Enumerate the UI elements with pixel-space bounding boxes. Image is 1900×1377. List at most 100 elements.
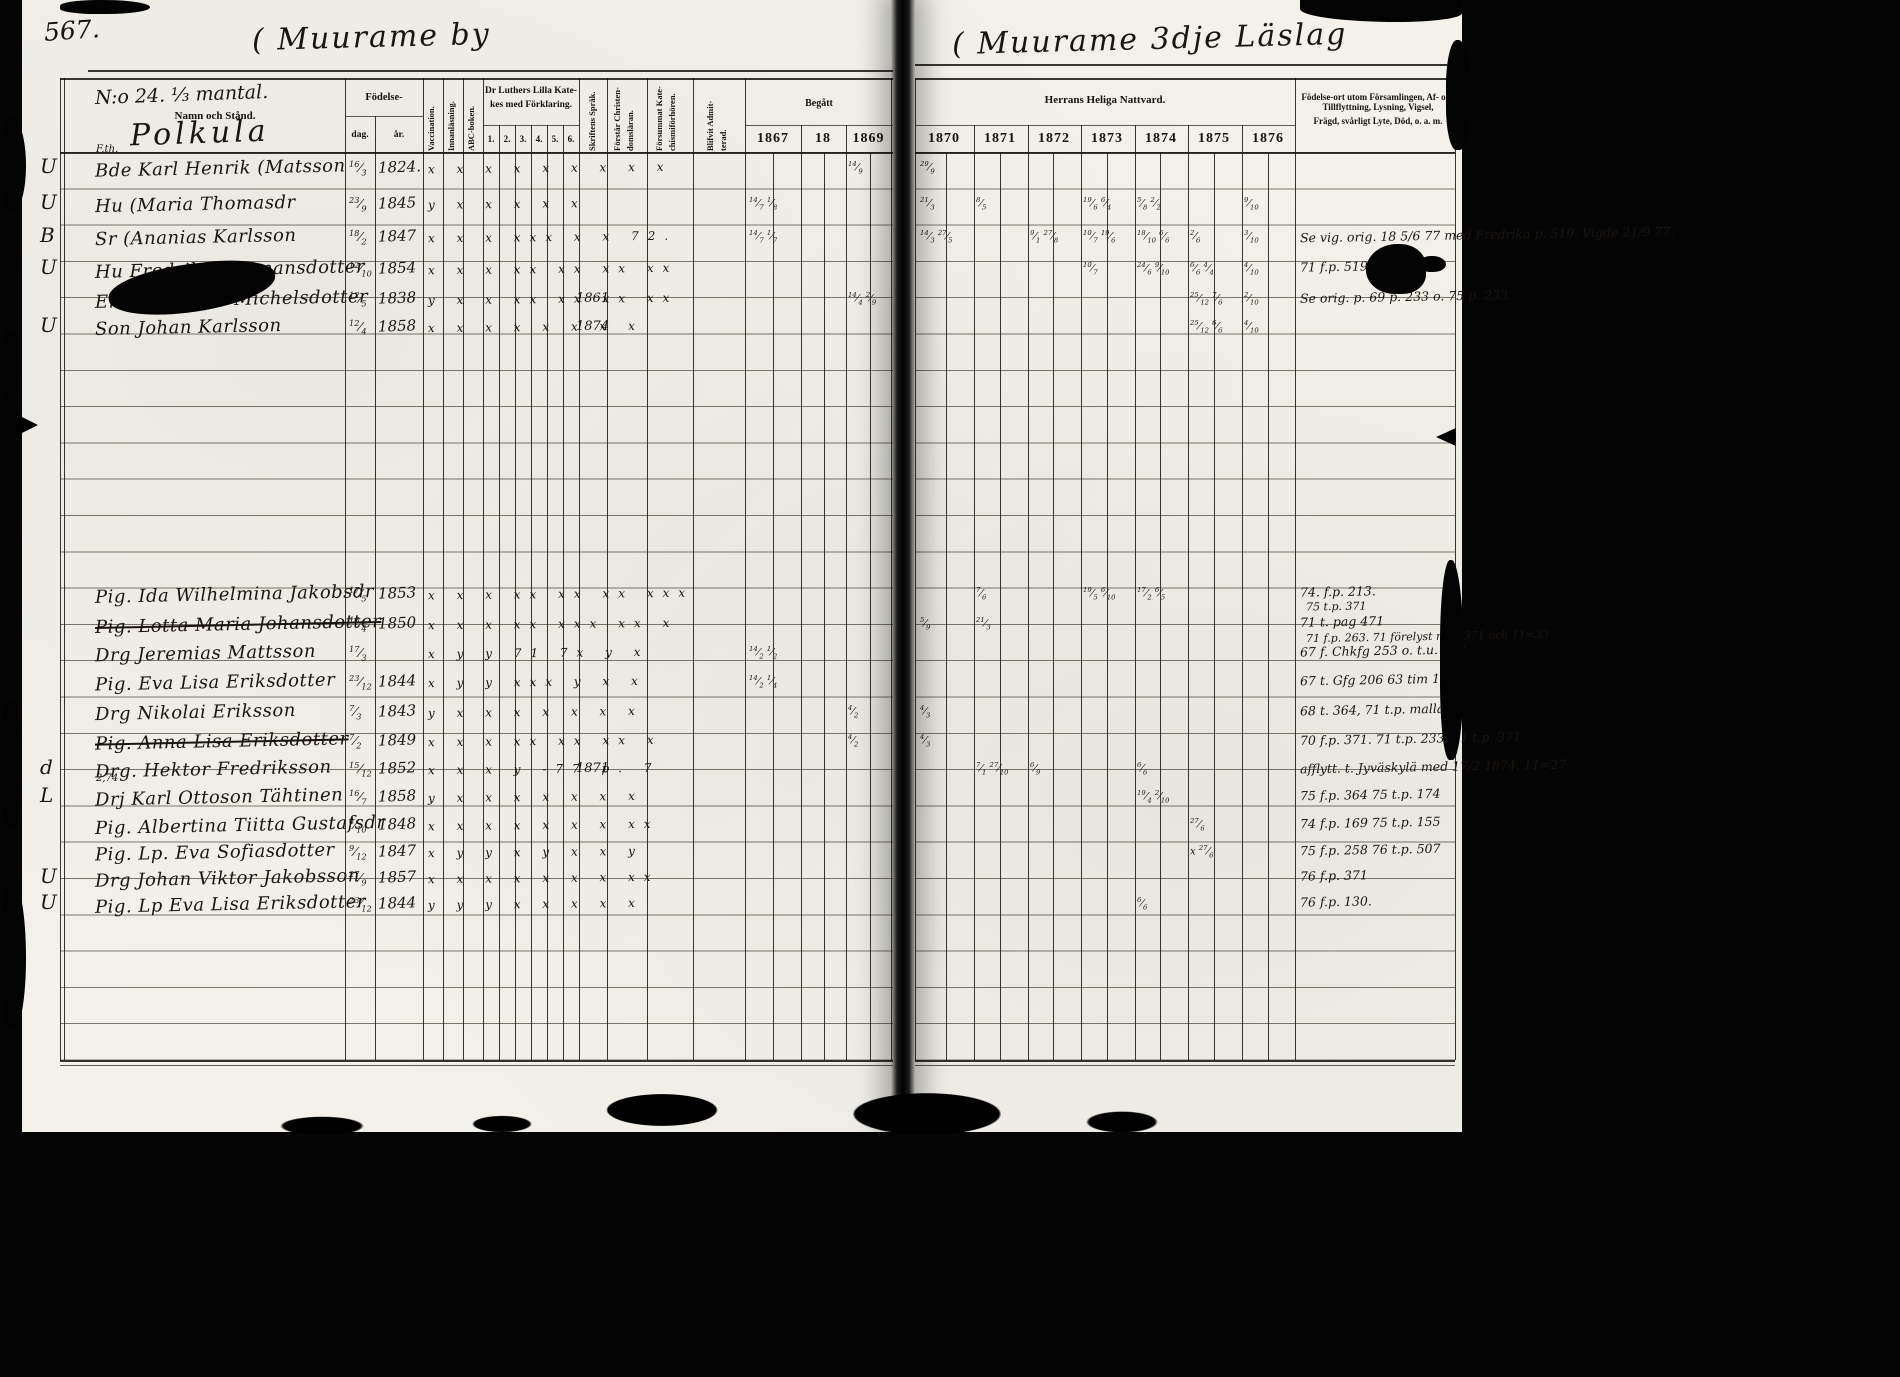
begatt-header: Begått (805, 98, 833, 109)
missed-examinations-header-2: chismiförhören. (668, 93, 677, 151)
ink-blot (1420, 256, 1446, 272)
catechism-header-line1: Dr Luthers Lilla Kate- (485, 86, 577, 96)
note-text: 74. f.p. 213. (1299, 583, 1376, 600)
year-label: 1870 (928, 131, 960, 146)
communion-date: 7⁄6 (976, 586, 987, 602)
note-text: 71 f.p. 519. (1299, 258, 1372, 275)
catechism-number: 4. (535, 134, 543, 144)
birth-year: 1858 (377, 786, 417, 806)
attainment-marks: x x x x x x x x x (427, 159, 673, 177)
scan-edge-noise (0, 700, 22, 830)
attainment-marks: x x x xx xx xx xxx (427, 585, 695, 603)
note-text: 70 f.p. 371. 71 t.p. 233. 71 t.p. 371 (1299, 729, 1522, 748)
birth-day: 27⁄9 (349, 869, 367, 888)
person-name: Pig. Lp Eva Lisa Eriksdotter (94, 891, 367, 918)
communion-date: 6⁄6 (1137, 761, 1148, 777)
left-page-marker (16, 414, 38, 436)
row-margin-mark: d (40, 755, 53, 779)
communion-date: 4⁄10 (1244, 261, 1259, 277)
communion-date: 14⁄4 2⁄9 (848, 291, 877, 307)
communion-date: 9⁄10 (1244, 196, 1259, 212)
scan-edge-noise (1440, 560, 1464, 760)
note-text: 68 t. 364, 71 t.p. mallan (1299, 700, 1453, 719)
year-label: 1872 (1038, 131, 1070, 146)
birth-year: 1852 (377, 758, 417, 778)
catechism-number: 6. (567, 134, 575, 144)
person-name: Son Johan Karlsson (94, 315, 282, 340)
person-name: Drg Nikolai Eriksson (94, 699, 297, 726)
note-text: afflytt. t. Jyväskylä med 17/2 1874. 11=… (1299, 756, 1567, 777)
ledger-row: Pig. Lp. Eva Sofiasdotter 9⁄12 1847 x y y x… (0, 836, 1900, 870)
admitted-year: 1874 (576, 319, 610, 334)
communion-date: 4⁄3 (920, 733, 931, 749)
communion-date: 14⁄2 1⁄2 (749, 645, 778, 661)
year-label: 1876 (1252, 131, 1284, 146)
birth-day-header: dag. (351, 130, 369, 140)
birth-year: 1847 (377, 841, 417, 861)
birth-header: Födelse- (365, 92, 403, 103)
birth-day: 15⁄12 (349, 760, 372, 779)
grid-line (345, 116, 423, 117)
ledger-row: Pig. Anna Lisa Eriksdotter 7⁄2 1849 x x x x… (0, 725, 1900, 759)
row-margin-mark: U (40, 890, 57, 914)
birth-day: 23⁄12 (349, 673, 372, 692)
birth-day: 16⁄4 (349, 615, 367, 634)
communion-date: 27⁄6 (1190, 817, 1205, 833)
row-margin-mark: U (40, 313, 57, 337)
person-name: Drg. Hektor Fredriksson (94, 756, 332, 783)
attainment-marks: x x x xxx x x 72. (427, 228, 678, 246)
year-label: 1873 (1091, 131, 1123, 146)
birth-year: 1848 (377, 814, 417, 834)
birth-year: 1845 (377, 193, 417, 213)
communion-date: 24⁄6 9⁄10 (1137, 261, 1170, 277)
birth-year: 1850 (377, 613, 417, 633)
birth-day: 7⁄2 (349, 732, 362, 751)
communion-date: 19⁄5 6⁄10 (1083, 586, 1116, 602)
communion-date: 4⁄2 (848, 704, 859, 720)
person-name: Pig. Anna Lisa Eriksdotter (94, 728, 349, 755)
communion-date: 2⁄6 (1190, 229, 1201, 245)
ledger-row: B Sr (Ananias Karlsson 18⁄2 1847 x x x xxx x… (0, 221, 1900, 255)
grid-line (745, 125, 893, 126)
birth-year: 1857 (377, 867, 417, 887)
note-text: 76 f.p. 371 (1299, 867, 1368, 884)
book-fold (891, 0, 915, 1132)
row-margin-mark: U (40, 255, 57, 279)
birth-year: 1849 (377, 730, 417, 750)
communion-date: 25⁄12 6⁄6 (1190, 319, 1223, 335)
communion-date: 18⁄10 6⁄6 (1137, 229, 1170, 245)
name-column-header: Namn och Stånd. (174, 110, 256, 122)
year-label: 18 (815, 131, 831, 146)
row-margin-mark: B (40, 223, 55, 247)
admitted-year: 1861 (576, 291, 610, 306)
attainment-marks: x x x x x x x xx (427, 816, 660, 834)
attainment-marks: y x x x x x x x (427, 788, 644, 806)
ledger-row: Drg Jeremias Mattsson 17⁄3 x y y 71 7x y x… (0, 637, 1900, 671)
communion-header: Herrans Heliga Nattvard. (1044, 94, 1166, 106)
communion-date: 5⁄9 (920, 616, 931, 632)
communion-date: 21⁄3 (976, 616, 991, 632)
communion-date: 2⁄10 (1244, 291, 1259, 307)
note-text: Se vig. orig. 18 5/6 77 med Fredrika p. … (1299, 223, 1675, 246)
birth-year: 1858 (377, 316, 417, 336)
ledger-row: Pig. Lotta Maria Johansdotter 16⁄4 1850 x x… (0, 608, 1900, 645)
communion-date: 7⁄1 27⁄10 (976, 761, 1009, 777)
communion-date: 14⁄7 1⁄8 (749, 196, 778, 212)
admitted-year: 1871 (576, 761, 610, 776)
grid-line (915, 125, 1295, 126)
ledger-row: Pig. Eva Lisa Eriksdotter 23⁄12 1844 x y y … (0, 666, 1900, 700)
page-number: 567. (43, 14, 101, 47)
ledger-row: U Hu (Maria Thomasdr 23⁄9 1845 y x x x x x 14… (0, 188, 1900, 222)
person-name: Drj Karl Ottoson Tähtinen (94, 784, 344, 811)
note-text: 74 f.p. 169 75 t.p. 155 (1299, 813, 1441, 832)
communion-date: 9⁄1 27⁄8 (1030, 229, 1059, 245)
communion-date: 4⁄3 (920, 704, 931, 720)
attainment-marks: x x x y -77 p. 7 (427, 760, 661, 778)
catechism-header-line2: kes med Förklaring. (489, 100, 573, 110)
scan-edge-noise (1300, 0, 1462, 22)
communion-date: 4⁄2 (848, 733, 859, 749)
communion-date: 5⁄8 2⁄2 (1137, 196, 1161, 212)
row-ruling (915, 152, 1455, 1061)
reading-header: Innanläsning. (447, 101, 456, 151)
